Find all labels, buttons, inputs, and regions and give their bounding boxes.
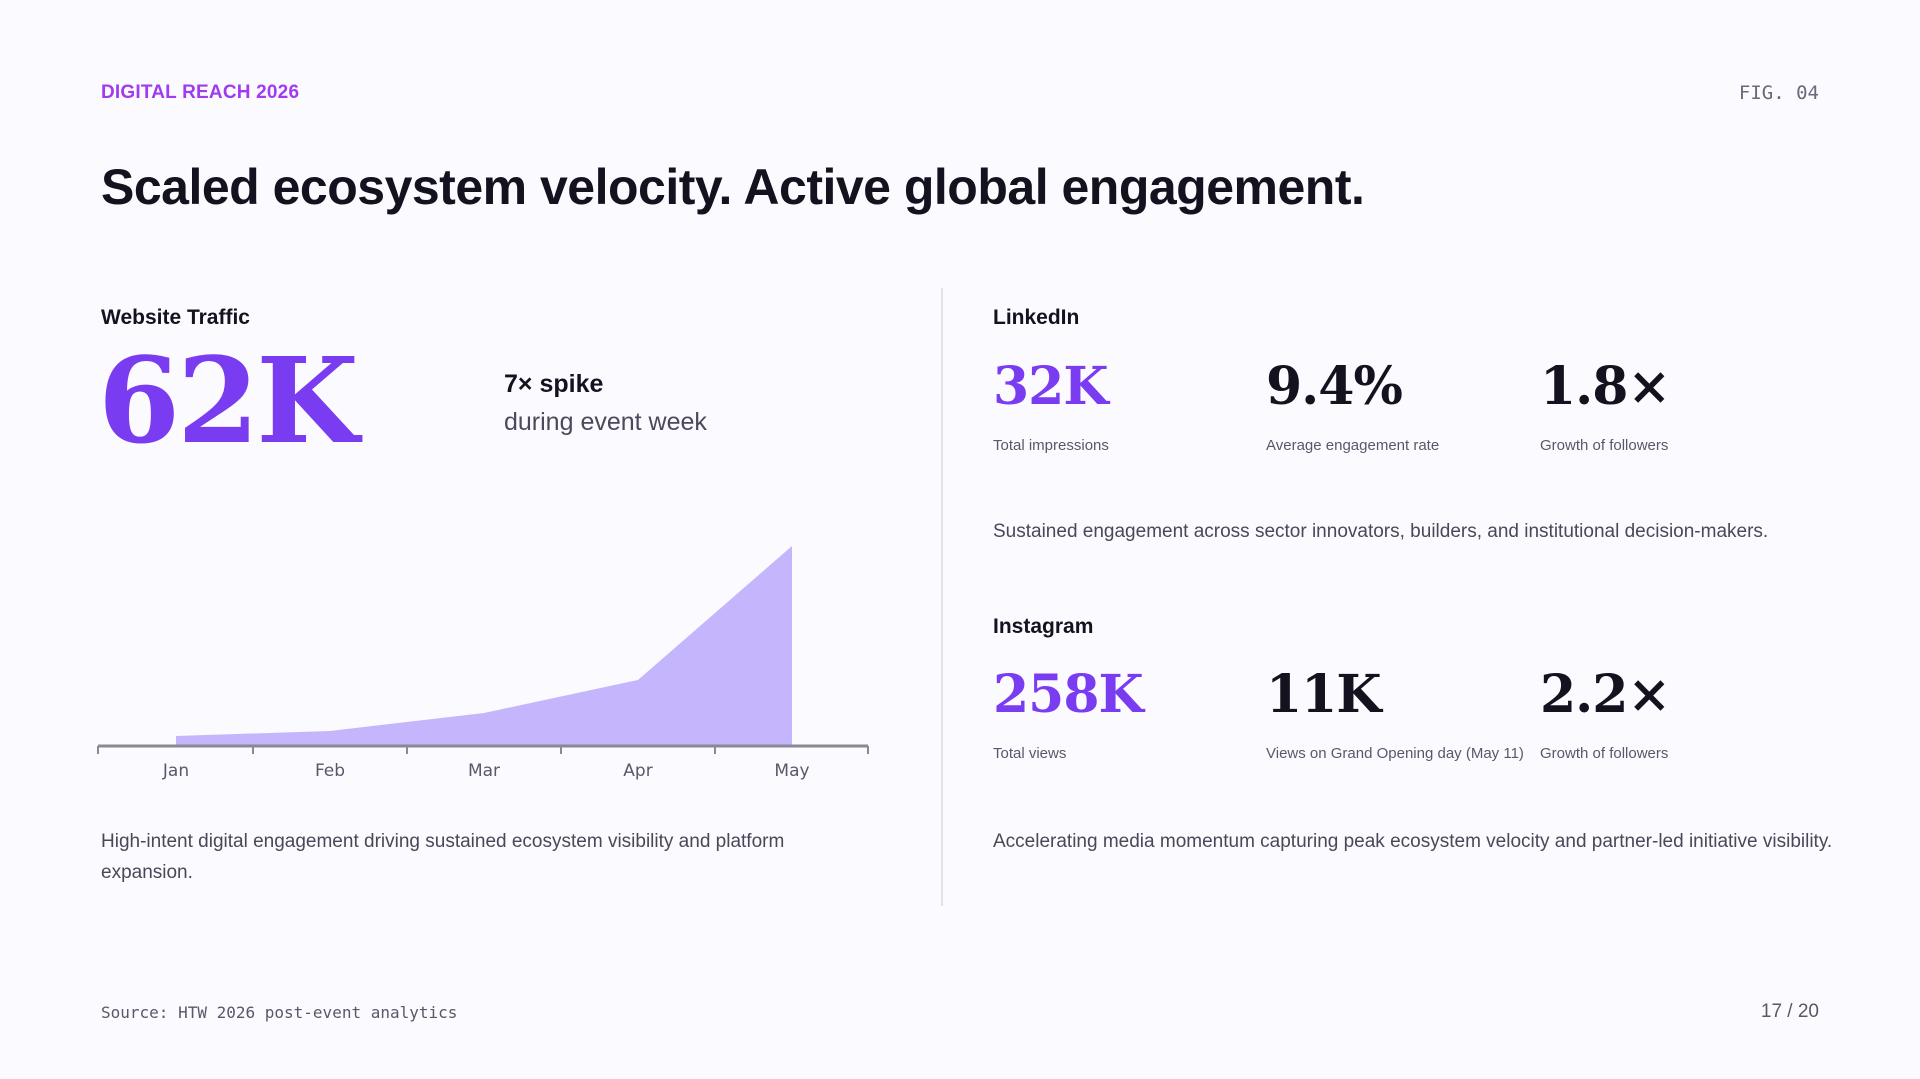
instagram-followers-value: 2.2× — [1540, 664, 1671, 725]
column-divider — [941, 288, 943, 906]
linkedin-impressions-value: 32K — [993, 356, 1109, 417]
chart-area-layer — [176, 546, 792, 746]
instagram-opening-day-label: Views on Grand Opening day (May 11) — [1266, 745, 1524, 762]
page-title: Scaled ecosystem velocity. Active global… — [101, 159, 1365, 215]
spike-subtitle: during event week — [504, 408, 707, 436]
x-tick-label-jan: Jan — [162, 761, 189, 781]
instagram-followers-label: Growth of followers — [1540, 745, 1669, 762]
website-traffic-stat: 62K — [98, 331, 359, 470]
instagram-opening-day-value: 11K — [1266, 664, 1382, 725]
linkedin-followers-value: 1.8× — [1540, 356, 1671, 417]
linkedin-title: LinkedIn — [993, 306, 1080, 329]
website-caption: High-intent digital engagement driving s… — [101, 831, 785, 883]
x-tick-label-may: May — [774, 761, 809, 781]
figure-label: FIG. 04 — [1738, 82, 1819, 104]
website-traffic-title: Website Traffic — [101, 306, 250, 329]
x-tick-label-mar: Mar — [468, 761, 500, 781]
linkedin-impressions-label: Total impressions — [993, 437, 1109, 454]
chart-axis-layer — [97, 744, 869, 754]
eyebrow-label: DIGITAL REACH 2026 — [101, 82, 300, 103]
source-note: Source: HTW 2026 post-event analytics — [101, 1003, 458, 1022]
instagram-caption: Accelerating media momentum capturing pe… — [993, 831, 1833, 852]
linkedin-followers-label: Growth of followers — [1540, 437, 1669, 454]
page-number: 17 / 20 — [1760, 1001, 1819, 1022]
website-traffic-chart: Jan Feb Mar Apr May — [97, 546, 869, 781]
linkedin-engagement-value: 9.4% — [1266, 356, 1403, 417]
linkedin-caption: Sustained engagement across sector innov… — [993, 521, 1769, 542]
x-tick-label-apr: Apr — [623, 761, 652, 781]
linkedin-engagement-label: Average engagement rate — [1266, 437, 1440, 454]
spike-title: 7× spike — [504, 370, 604, 398]
instagram-views-value: 258K — [993, 664, 1144, 725]
x-tick-label-feb: Feb — [315, 761, 345, 781]
instagram-title: Instagram — [993, 615, 1094, 638]
chart-ticks-layer: Jan Feb Mar Apr May — [162, 761, 810, 781]
traffic-area-series — [176, 546, 792, 746]
instagram-views-label: Total views — [993, 745, 1067, 762]
